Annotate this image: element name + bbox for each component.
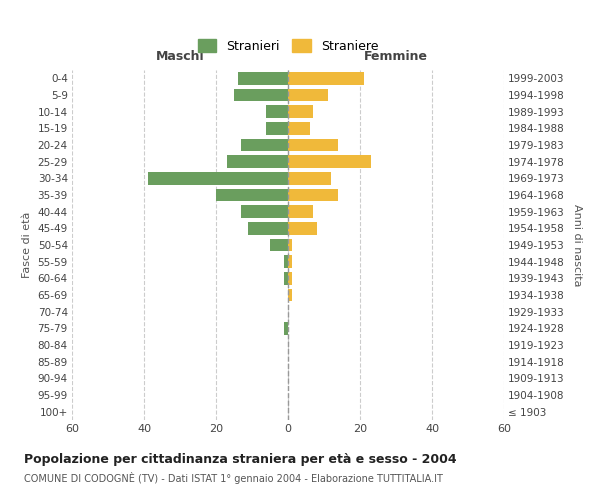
Bar xyxy=(288,106,313,118)
Bar xyxy=(216,188,288,201)
Bar xyxy=(241,206,288,218)
Bar xyxy=(288,188,338,201)
Bar xyxy=(288,256,292,268)
Bar xyxy=(241,138,288,151)
Bar xyxy=(148,172,288,184)
Bar xyxy=(234,89,288,101)
Text: Popolazione per cittadinanza straniera per età e sesso - 2004: Popolazione per cittadinanza straniera p… xyxy=(24,452,457,466)
Bar xyxy=(284,256,288,268)
Text: COMUNE DI CODOGNÈ (TV) - Dati ISTAT 1° gennaio 2004 - Elaborazione TUTTITALIA.IT: COMUNE DI CODOGNÈ (TV) - Dati ISTAT 1° g… xyxy=(24,472,443,484)
Bar xyxy=(288,206,313,218)
Bar xyxy=(288,122,310,134)
Bar xyxy=(248,222,288,234)
Bar xyxy=(288,272,292,284)
Bar xyxy=(284,322,288,334)
Y-axis label: Fasce di età: Fasce di età xyxy=(22,212,32,278)
Bar xyxy=(238,72,288,85)
Text: Femmine: Femmine xyxy=(364,50,428,63)
Bar xyxy=(288,222,317,234)
Legend: Stranieri, Straniere: Stranieri, Straniere xyxy=(193,34,383,58)
Text: Maschi: Maschi xyxy=(155,50,205,63)
Bar xyxy=(266,122,288,134)
Bar xyxy=(288,172,331,184)
Bar xyxy=(288,239,292,251)
Bar xyxy=(288,289,292,301)
Bar xyxy=(227,156,288,168)
Bar xyxy=(288,156,371,168)
Bar xyxy=(288,138,338,151)
Bar xyxy=(266,106,288,118)
Y-axis label: Anni di nascita: Anni di nascita xyxy=(572,204,581,286)
Bar xyxy=(270,239,288,251)
Bar xyxy=(288,72,364,85)
Bar xyxy=(284,272,288,284)
Bar xyxy=(288,89,328,101)
